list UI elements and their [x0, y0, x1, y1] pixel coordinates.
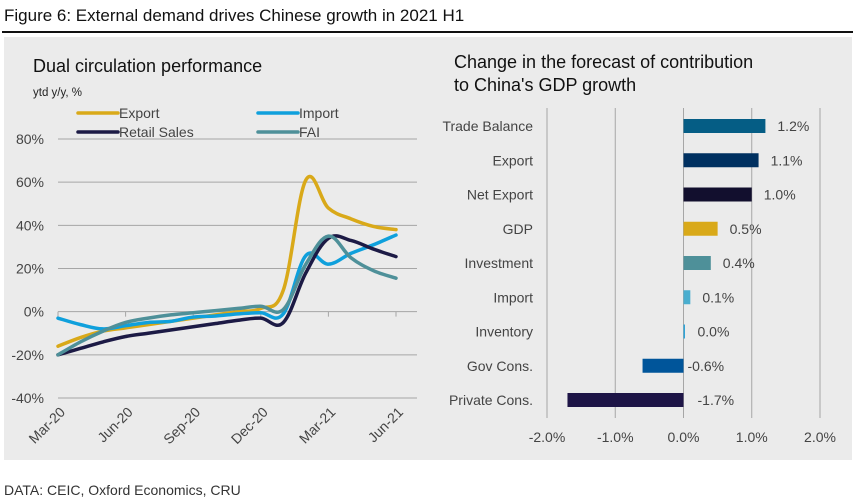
y-tick-label: -20% — [11, 347, 44, 363]
bar-chart-categories: Trade Balance Export Net Export GDP Investme… — [442, 118, 533, 408]
x-tick-label: -1.0% — [597, 429, 634, 445]
bar-chart-title-line-1: Change in the forecast of contribution — [454, 52, 753, 72]
value-label-net-export: 1.0% — [764, 187, 796, 203]
x-tick-label: 0.0% — [668, 429, 700, 445]
bar-gov-cons — [642, 358, 684, 373]
category-label-trade-balance: Trade Balance — [442, 118, 533, 134]
title-rule — [2, 31, 853, 33]
value-label-import: 0.1% — [702, 289, 734, 305]
category-label-export: Export — [493, 152, 534, 168]
line-chart-y-ticks: 80% 60% 40% 20% 0% -20% -40% — [11, 131, 44, 406]
bar-net-export — [683, 187, 752, 202]
value-label-investment: 0.4% — [723, 255, 755, 271]
line-chart-subtitle: ytd y/y, % — [33, 87, 82, 99]
y-tick-label: 80% — [16, 131, 44, 147]
series-line-retail-sales — [56, 234, 398, 357]
bar-inventory — [683, 324, 685, 339]
y-tick-label: 0% — [24, 304, 44, 320]
x-tick-label: Mar-21 — [296, 404, 339, 447]
category-label-gdp: GDP — [503, 221, 533, 237]
x-tick-label: Jun-21 — [365, 404, 407, 446]
x-tick-label: Sep-20 — [160, 404, 203, 447]
bar-chart: Change in the forecast of contribution t… — [442, 52, 836, 445]
source-note: DATA: CEIC, Oxford Economics, CRU — [4, 482, 241, 498]
bar-import — [683, 290, 691, 305]
line-chart-series — [56, 174, 398, 357]
series-line-fai — [56, 234, 398, 357]
bar-export — [683, 153, 759, 168]
x-tick-label: 2.0% — [804, 429, 836, 445]
category-label-gov-cons: Gov Cons. — [467, 358, 533, 374]
value-label-gov-cons: -0.6% — [688, 358, 725, 374]
line-chart-gridlines — [58, 138, 417, 399]
x-tick-label: Jun-20 — [94, 404, 136, 446]
line-chart-legend: Export Import Retail Sales FAI — [76, 105, 339, 140]
legend-label-fai: FAI — [299, 124, 320, 140]
figure-title: Figure 6: External demand drives Chinese… — [4, 6, 465, 25]
y-tick-label: 20% — [16, 261, 44, 277]
category-label-import: Import — [493, 289, 533, 305]
line-chart-x-ticks: Mar-20 Jun-20 Sep-20 Dec-20 Mar-21 Jun-21 — [25, 311, 407, 447]
bar-chart-value-labels: 1.2% 1.1% 1.0% 0.5% 0.4% 0.1% 0.0% -0.6% -1.7% — [688, 118, 810, 408]
y-tick-label: -40% — [11, 390, 44, 406]
legend-label-import: Import — [299, 105, 339, 121]
x-tick-label: Mar-20 — [25, 404, 68, 447]
y-tick-label: 40% — [16, 217, 44, 233]
y-tick-label: 60% — [16, 174, 44, 190]
legend-label-export: Export — [119, 105, 160, 121]
legend-label-retail-sales: Retail Sales — [119, 124, 194, 140]
bar-gdp — [683, 221, 718, 236]
bar-private-cons — [567, 393, 684, 407]
category-label-inventory: Inventory — [475, 324, 533, 340]
x-tick-label: Dec-20 — [228, 404, 271, 447]
bar-chart-title-line-2: to China's GDP growth — [454, 75, 636, 95]
value-label-inventory: 0.0% — [698, 324, 730, 340]
bar-chart-bars — [567, 119, 766, 407]
value-label-export: 1.1% — [771, 152, 803, 168]
x-tick-label: 1.0% — [736, 429, 768, 445]
category-label-investment: Investment — [465, 255, 534, 271]
value-label-private-cons: -1.7% — [698, 392, 735, 408]
line-chart: Dual circulation performance ytd y/y, % … — [11, 56, 417, 447]
bar-trade-balance — [683, 119, 766, 133]
value-label-trade-balance: 1.2% — [777, 118, 809, 134]
category-label-private-cons: Private Cons. — [449, 392, 533, 408]
bar-chart-x-ticks: -2.0% -1.0% 0.0% 1.0% 2.0% — [529, 429, 836, 445]
bar-investment — [683, 256, 711, 270]
line-chart-title: Dual circulation performance — [33, 56, 262, 76]
x-tick-label: -2.0% — [529, 429, 566, 445]
value-label-gdp: 0.5% — [730, 221, 762, 237]
chart-panel — [4, 37, 852, 460]
category-label-net-export: Net Export — [467, 187, 533, 203]
